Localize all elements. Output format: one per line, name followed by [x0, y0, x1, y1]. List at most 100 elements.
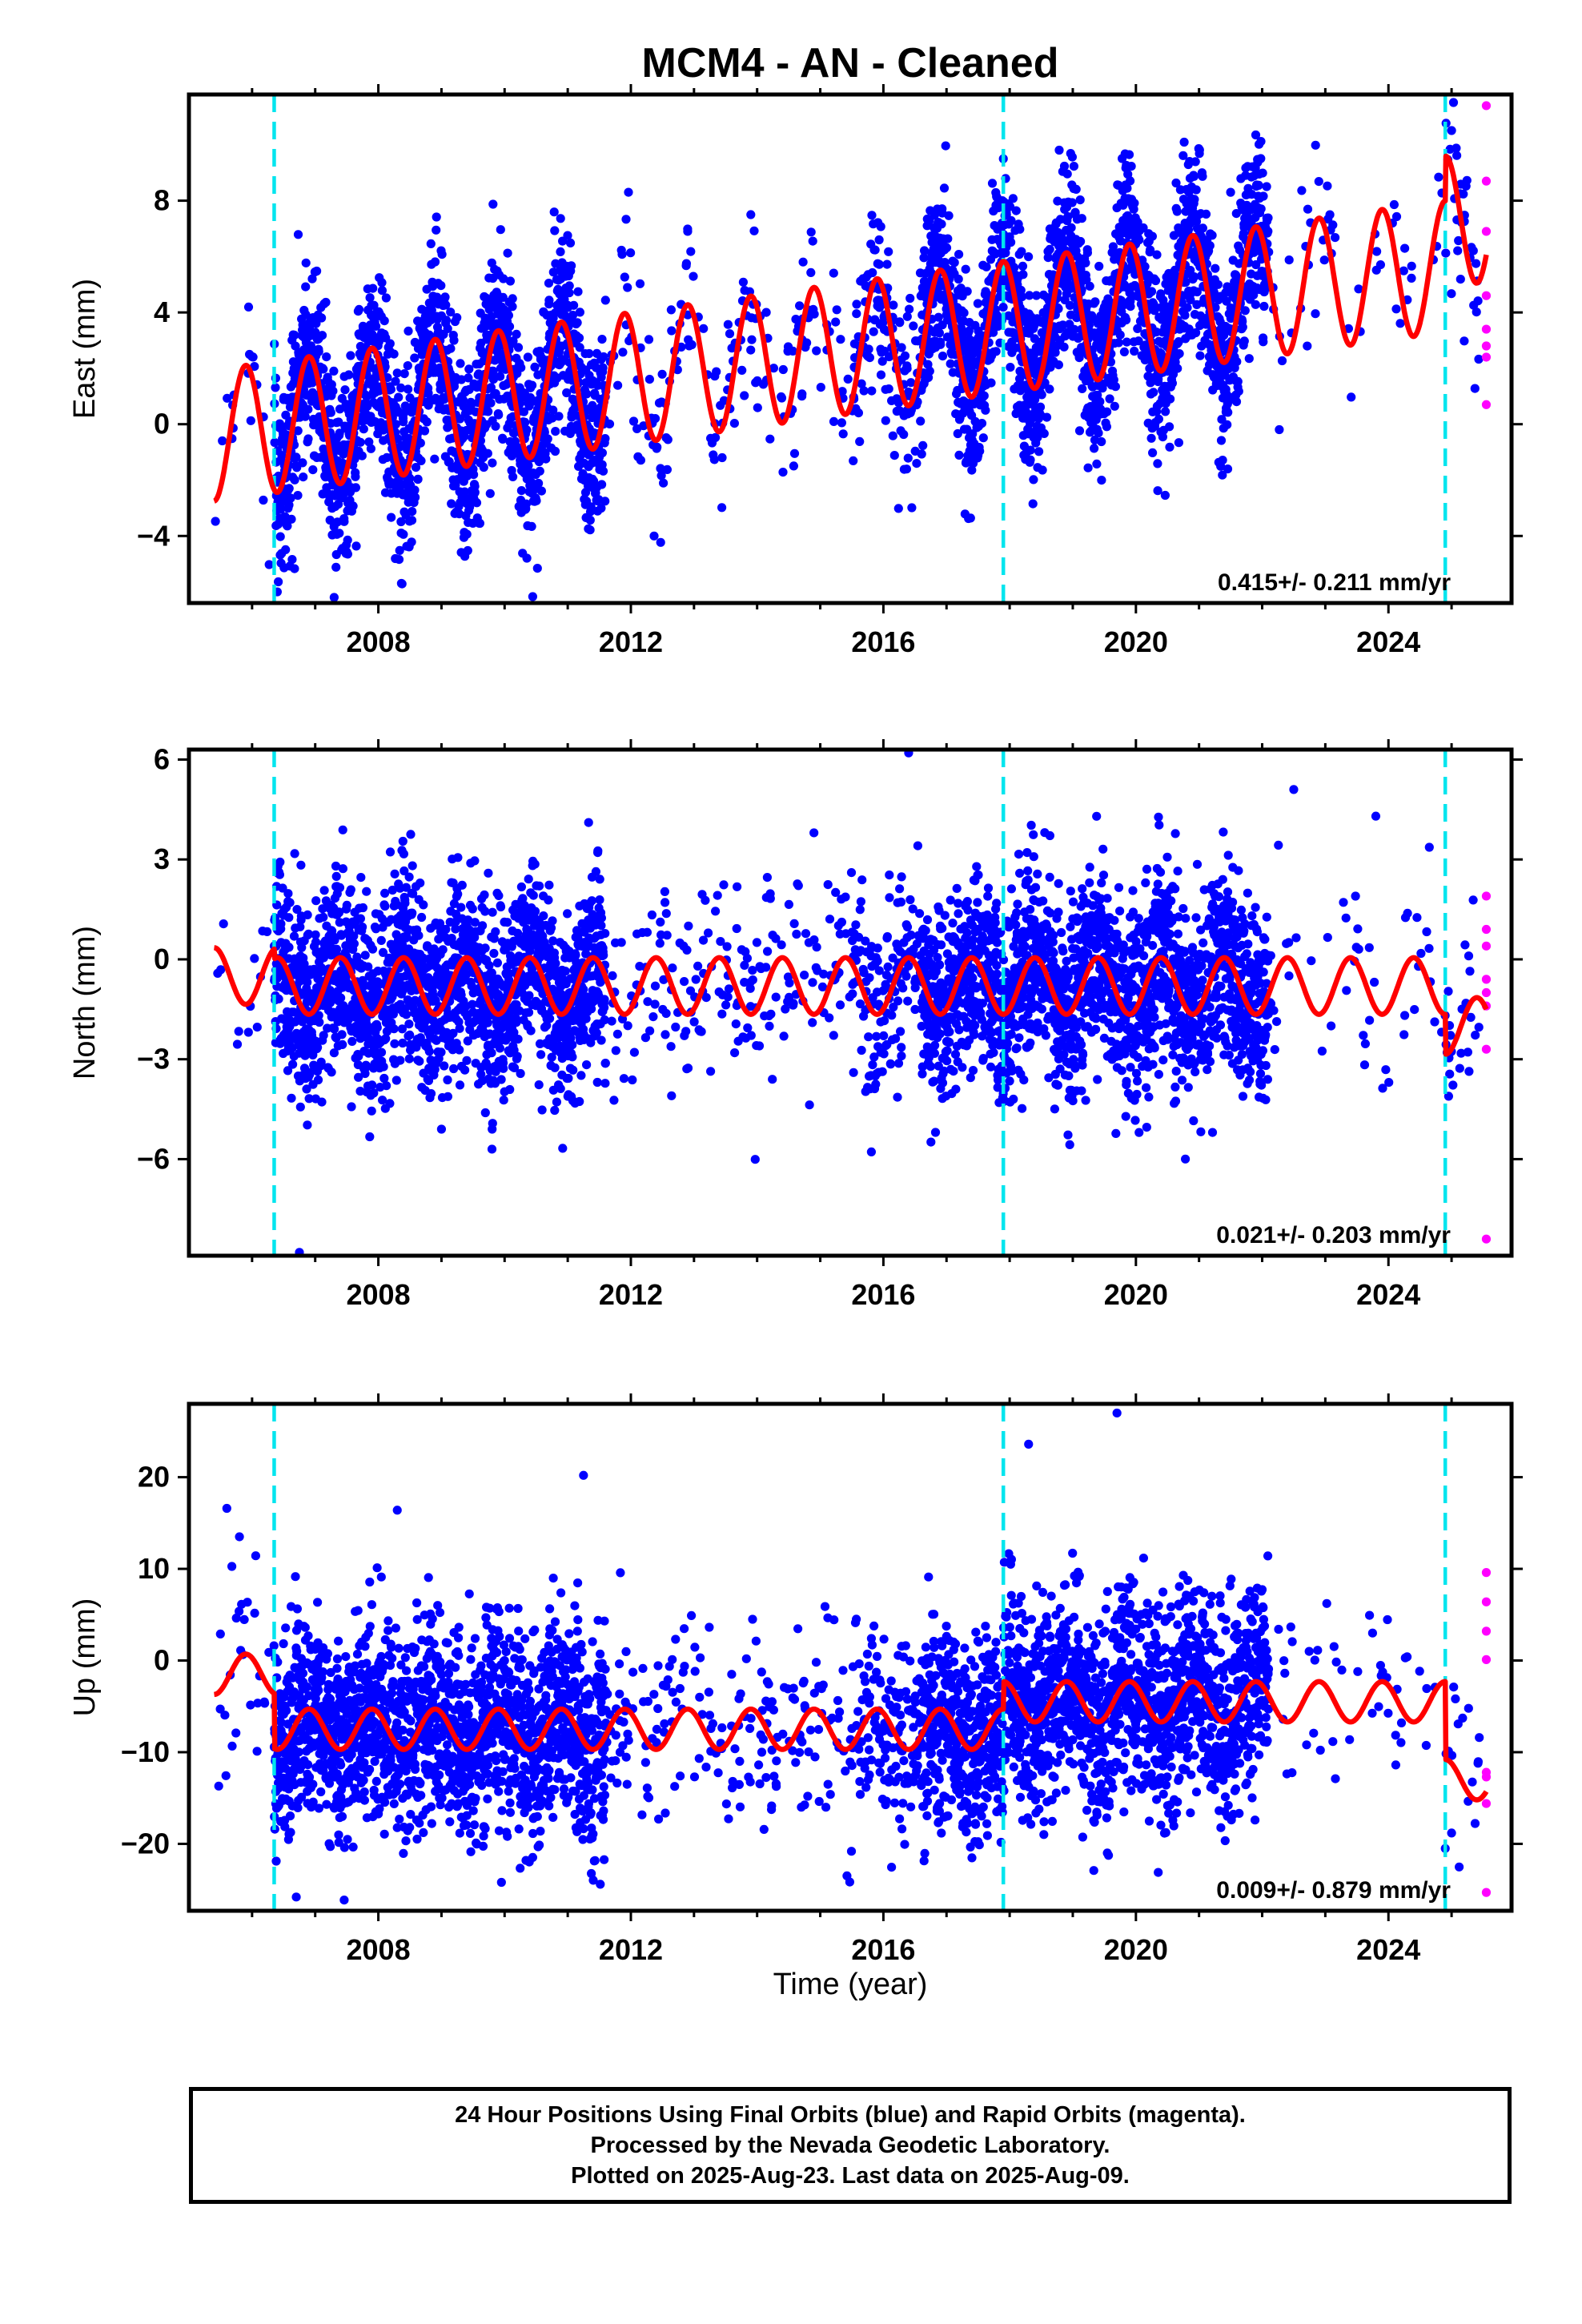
data-point: [919, 253, 929, 263]
data-point: [319, 886, 329, 895]
data-point: [327, 1068, 336, 1077]
data-point: [330, 935, 339, 945]
data-point: [1015, 224, 1025, 234]
x-tick-label: 2020: [1104, 625, 1168, 658]
data-point: [259, 495, 268, 505]
data-point: [572, 318, 582, 328]
data-point: [1148, 448, 1158, 458]
data-point: [961, 264, 970, 274]
data-point: [413, 474, 423, 484]
data-point: [934, 328, 944, 338]
data-point: [1165, 422, 1174, 432]
data-point: [400, 899, 410, 908]
data-point: [410, 995, 420, 1005]
data-point: [1067, 152, 1077, 162]
data-point: [1174, 438, 1183, 448]
data-point: [385, 339, 395, 348]
data-point: [639, 421, 648, 431]
data-point: [1459, 189, 1468, 199]
data-point: [843, 374, 853, 384]
data-point: [1448, 98, 1459, 107]
data-point: [650, 414, 661, 424]
data-point: [463, 545, 472, 556]
data-point: [415, 1056, 424, 1066]
data-point: [303, 434, 313, 444]
data-point: [1207, 231, 1217, 240]
data-point: [343, 535, 352, 545]
data-point: [326, 408, 335, 417]
data-point: [1238, 322, 1247, 332]
data-point: [1218, 470, 1227, 480]
data-point: [575, 308, 585, 317]
data-point: [274, 577, 283, 587]
data-point: [966, 513, 975, 523]
data-point: [302, 1084, 311, 1094]
data-point: [1195, 351, 1205, 360]
data-point: [298, 1017, 307, 1027]
data-point: [406, 830, 416, 839]
data-point: [1182, 185, 1191, 195]
data-point: [1434, 172, 1443, 182]
data-point: [725, 329, 735, 339]
data-point: [405, 393, 415, 403]
data-point: [689, 271, 698, 281]
data-point: [1407, 261, 1416, 271]
data-point: [424, 1047, 434, 1056]
data-point: [889, 451, 899, 460]
data-point: [869, 327, 878, 336]
data-point: [852, 309, 861, 319]
data-point: [874, 235, 884, 245]
data-point: [1154, 414, 1163, 424]
data-point: [1251, 300, 1260, 309]
data-point: [1026, 455, 1035, 464]
data-point: [339, 517, 349, 526]
data-point: [1115, 330, 1125, 340]
data-point: [877, 356, 887, 366]
data-point: [441, 300, 451, 310]
data-point: [314, 347, 323, 356]
data-point: [597, 448, 608, 458]
data-point: [788, 346, 797, 356]
data-point: [441, 316, 452, 325]
data-point: [1110, 401, 1119, 411]
data-point: [778, 468, 788, 477]
x-tick-label: 2024: [1356, 625, 1420, 658]
data-point: [443, 1092, 453, 1101]
data-point: [1070, 324, 1079, 334]
data-point: [513, 343, 524, 352]
data-point: [288, 1059, 298, 1069]
data-point: [371, 321, 381, 331]
data-point: [369, 1088, 379, 1098]
data-point: [681, 259, 692, 268]
data-point: [1179, 137, 1189, 147]
y-axis-label: East (mm): [68, 279, 102, 419]
data-point: [1134, 336, 1143, 346]
data-point: [415, 366, 424, 376]
data-point: [1441, 248, 1451, 258]
data-point: [1256, 154, 1266, 163]
data-point: [331, 871, 341, 881]
data-point: [544, 279, 554, 288]
data-point: [897, 343, 906, 352]
data-point: [925, 366, 934, 376]
data-point: [446, 344, 456, 353]
data-point: [292, 905, 302, 915]
data-point: [1263, 227, 1273, 236]
data-point: [1391, 304, 1401, 314]
data-point: [360, 951, 370, 960]
data-point: [387, 885, 397, 895]
data-point: [899, 429, 909, 440]
data-point: [530, 362, 540, 372]
data-point: [1114, 338, 1123, 348]
data-point: [916, 416, 926, 426]
data-point: [550, 446, 560, 456]
data-point: [709, 455, 719, 464]
data-point: [456, 359, 465, 368]
data-point: [1102, 422, 1111, 432]
data-point: [365, 293, 375, 303]
data-point: [1109, 375, 1118, 384]
data-point: [379, 316, 389, 326]
data-point: [367, 944, 378, 954]
data-point: [867, 211, 877, 220]
data-point: [549, 207, 559, 217]
